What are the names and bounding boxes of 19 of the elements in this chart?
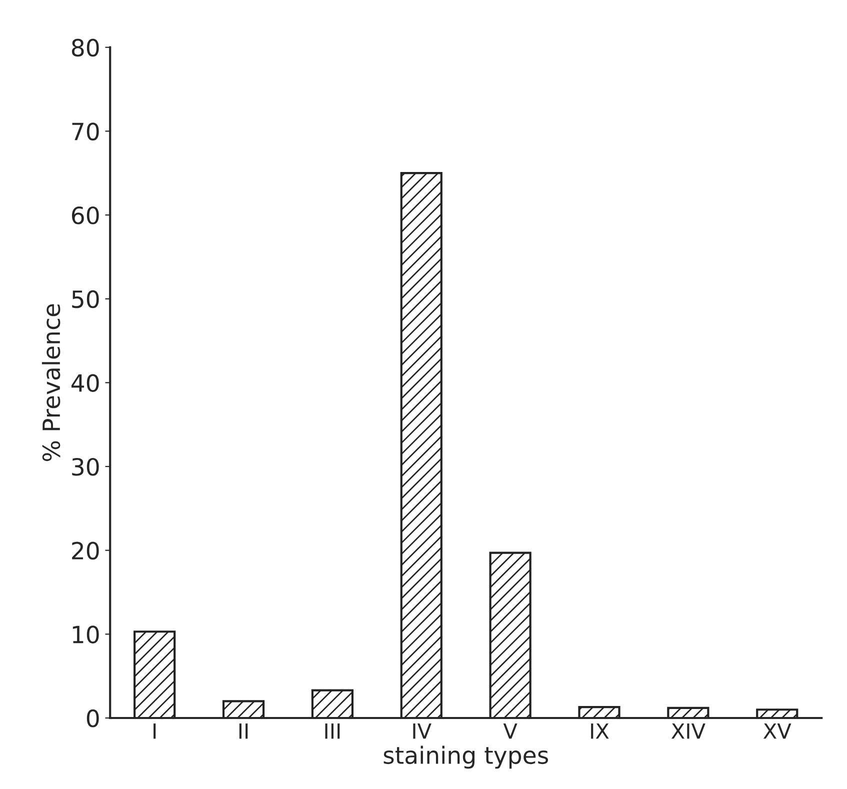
x-tick-label: II <box>239 723 248 739</box>
y-tick-label: 20 <box>72 542 99 560</box>
x-tick-label: IX <box>591 723 609 739</box>
x-tick-label: XIV <box>671 723 706 739</box>
y-tick-label: 30 <box>72 458 99 476</box>
y-tick-label: 0 <box>86 709 99 728</box>
y-tick-label: 50 <box>72 290 99 308</box>
y-tick-label: 80 <box>72 38 99 57</box>
x-tick-label: V <box>503 723 518 739</box>
y-tick-label: 70 <box>72 122 99 140</box>
x-tick-label: I <box>154 723 156 739</box>
x-tick-label: IV <box>413 723 432 739</box>
y-tick-label: 10 <box>72 626 99 644</box>
y-tick-label: 40 <box>71 374 99 392</box>
x-axis-title: staining types <box>384 746 548 769</box>
y-tick-label: 60 <box>72 206 99 224</box>
x-tick-label: XV <box>763 723 792 739</box>
x-tick-label: III <box>325 723 340 739</box>
y-axis-title: % Prevalence <box>42 304 60 462</box>
